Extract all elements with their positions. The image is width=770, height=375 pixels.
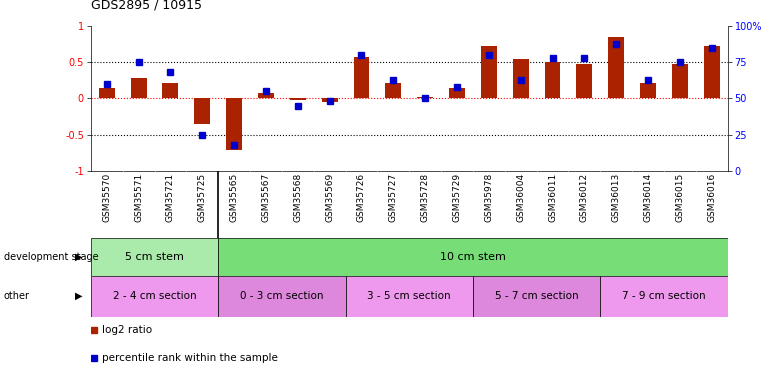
- Bar: [601, 276, 728, 317]
- Bar: [417, 97, 434, 99]
- Bar: [322, 99, 337, 102]
- Bar: [290, 99, 306, 100]
- Text: 5 cm stem: 5 cm stem: [125, 252, 184, 262]
- Bar: [385, 82, 401, 99]
- Bar: [226, 99, 242, 150]
- Text: 5 - 7 cm section: 5 - 7 cm section: [495, 291, 578, 301]
- Text: GSM35729: GSM35729: [453, 172, 461, 222]
- Text: GSM35726: GSM35726: [357, 172, 366, 222]
- Text: development stage: development stage: [4, 252, 99, 262]
- Text: 10 cm stem: 10 cm stem: [440, 252, 506, 262]
- Bar: [162, 82, 179, 99]
- Text: GSM36013: GSM36013: [611, 172, 621, 222]
- Text: 0 - 3 cm section: 0 - 3 cm section: [240, 291, 323, 301]
- Text: GSM35728: GSM35728: [420, 172, 430, 222]
- Text: GSM35567: GSM35567: [262, 172, 270, 222]
- Text: GSM36011: GSM36011: [548, 172, 557, 222]
- Text: GSM35570: GSM35570: [102, 172, 112, 222]
- Text: GSM35725: GSM35725: [198, 172, 207, 222]
- Bar: [218, 238, 728, 276]
- Text: log2 ratio: log2 ratio: [102, 326, 152, 336]
- Bar: [577, 64, 592, 99]
- Text: GSM36004: GSM36004: [516, 172, 525, 222]
- Bar: [544, 62, 561, 99]
- Text: 3 - 5 cm section: 3 - 5 cm section: [367, 291, 451, 301]
- Text: GSM35569: GSM35569: [325, 172, 334, 222]
- Bar: [449, 88, 465, 99]
- Text: ▶: ▶: [75, 291, 83, 301]
- Text: GSM35721: GSM35721: [166, 172, 175, 222]
- Bar: [704, 46, 720, 99]
- Text: GDS2895 / 10915: GDS2895 / 10915: [91, 0, 202, 11]
- Bar: [194, 99, 210, 124]
- Text: GSM36014: GSM36014: [644, 172, 652, 222]
- Text: GSM35568: GSM35568: [293, 172, 303, 222]
- Text: ▶: ▶: [75, 252, 83, 262]
- Text: GSM36015: GSM36015: [675, 172, 685, 222]
- Bar: [99, 88, 115, 99]
- Bar: [513, 59, 529, 99]
- Bar: [131, 78, 146, 99]
- Text: GSM35978: GSM35978: [484, 172, 494, 222]
- Bar: [481, 46, 497, 99]
- Bar: [258, 93, 274, 99]
- Bar: [640, 82, 656, 99]
- Text: GSM35571: GSM35571: [134, 172, 143, 222]
- Text: 2 - 4 cm section: 2 - 4 cm section: [112, 291, 196, 301]
- Bar: [91, 238, 218, 276]
- Text: percentile rank within the sample: percentile rank within the sample: [102, 352, 278, 363]
- Text: 7 - 9 cm section: 7 - 9 cm section: [622, 291, 706, 301]
- Text: other: other: [4, 291, 30, 301]
- Bar: [672, 64, 688, 99]
- Bar: [473, 276, 601, 317]
- Bar: [353, 57, 370, 99]
- Text: GSM35727: GSM35727: [389, 172, 398, 222]
- Text: GSM36016: GSM36016: [707, 172, 716, 222]
- Bar: [608, 37, 624, 99]
- Bar: [91, 276, 218, 317]
- Bar: [346, 276, 473, 317]
- Bar: [218, 276, 346, 317]
- Text: GSM36012: GSM36012: [580, 172, 589, 222]
- Text: GSM35565: GSM35565: [229, 172, 239, 222]
